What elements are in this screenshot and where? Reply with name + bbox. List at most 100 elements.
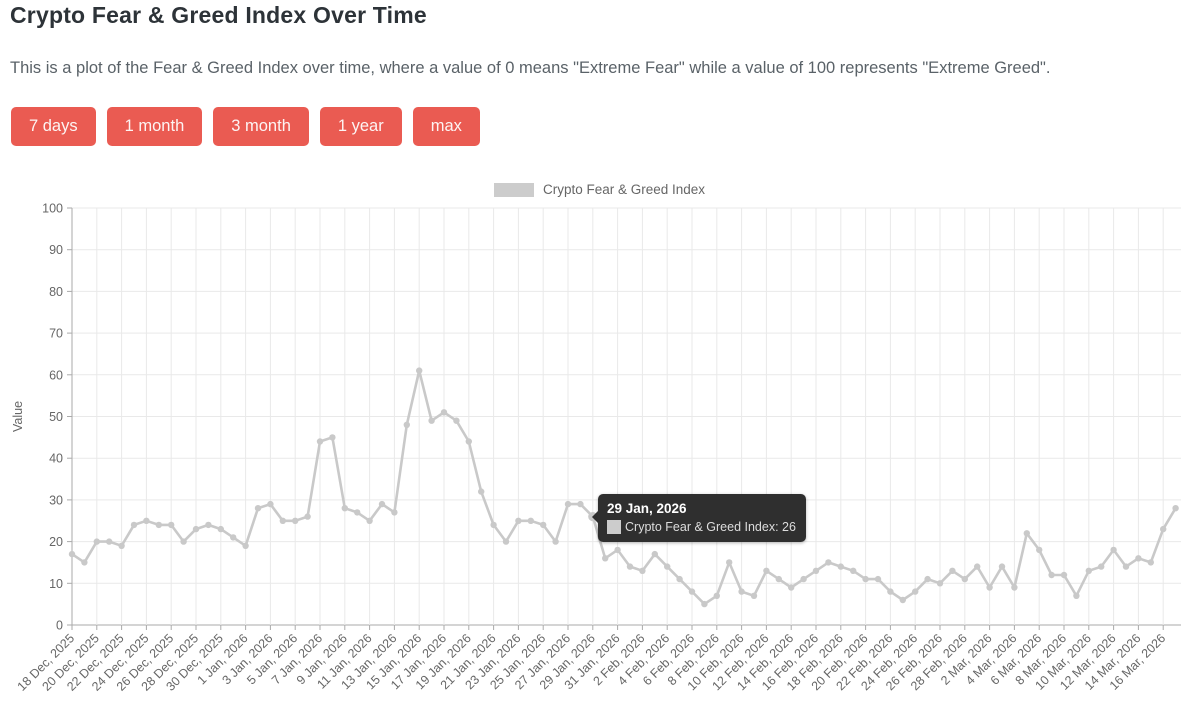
data-point[interactable] (602, 555, 609, 562)
data-point[interactable] (936, 580, 944, 587)
data-point[interactable] (378, 500, 386, 508)
data-point[interactable] (788, 584, 795, 591)
data-point[interactable] (626, 563, 634, 570)
range-button-3-month[interactable]: 3 month (213, 107, 309, 146)
data-point[interactable] (738, 588, 745, 595)
data-point[interactable] (564, 500, 572, 508)
data-point[interactable] (1036, 546, 1043, 554)
data-point[interactable] (775, 575, 782, 583)
range-button-max[interactable]: max (412, 107, 480, 146)
data-point[interactable] (614, 546, 621, 554)
data-point[interactable] (552, 538, 559, 545)
data-point[interactable] (961, 575, 968, 583)
data-point[interactable] (341, 505, 348, 512)
data-point[interactable] (1060, 571, 1068, 579)
data-point[interactable] (850, 567, 857, 574)
data-point[interactable] (664, 563, 671, 570)
data-point[interactable] (217, 525, 224, 533)
data-point[interactable] (726, 559, 733, 566)
data-point[interactable] (292, 517, 299, 524)
data-point[interactable] (403, 421, 410, 428)
data-point[interactable] (688, 588, 696, 595)
data-point[interactable] (279, 517, 286, 524)
data-point[interactable] (304, 513, 311, 520)
data-point[interactable] (168, 521, 175, 529)
data-point[interactable] (478, 488, 485, 495)
range-button-1-month[interactable]: 1 month (106, 107, 203, 146)
data-point[interactable] (1073, 592, 1080, 599)
range-button-1-year[interactable]: 1 year (319, 107, 402, 146)
data-point[interactable] (924, 575, 931, 583)
data-point[interactable] (750, 592, 758, 599)
data-point[interactable] (1135, 555, 1142, 562)
data-point[interactable] (130, 521, 138, 529)
data-point[interactable] (812, 567, 820, 574)
data-point[interactable] (899, 596, 906, 604)
data-point[interactable] (242, 542, 249, 549)
data-point[interactable] (1085, 567, 1093, 574)
data-point[interactable] (1122, 563, 1130, 570)
data-point[interactable] (490, 521, 497, 529)
data-point[interactable] (986, 584, 993, 591)
data-point[interactable] (329, 434, 336, 441)
data-point[interactable] (230, 534, 237, 541)
data-point[interactable] (949, 567, 956, 574)
data-point[interactable] (837, 563, 844, 570)
data-point[interactable] (763, 567, 770, 574)
data-point[interactable] (106, 538, 113, 545)
data-point[interactable] (155, 521, 162, 529)
data-point[interactable] (713, 592, 720, 599)
data-point[interactable] (1023, 530, 1030, 537)
data-point[interactable] (874, 575, 882, 583)
data-point[interactable] (1098, 563, 1105, 570)
data-point[interactable] (267, 500, 274, 508)
data-point[interactable] (676, 575, 683, 583)
data-point[interactable] (577, 500, 584, 508)
data-point[interactable] (68, 550, 76, 558)
data-point[interactable] (862, 575, 869, 583)
data-point[interactable] (701, 600, 708, 608)
data-point[interactable] (316, 438, 324, 445)
legend-label: Crypto Fear & Greed Index (542, 182, 706, 197)
data-point[interactable] (453, 417, 460, 424)
data-point[interactable] (1110, 546, 1117, 554)
y-tick-label: 40 (49, 452, 63, 466)
data-point[interactable] (465, 438, 472, 445)
data-point[interactable] (1160, 525, 1167, 533)
tooltip-date: 29 Jan, 2026 (607, 501, 687, 516)
data-point[interactable] (391, 509, 398, 516)
y-tick-label: 50 (49, 410, 63, 424)
data-point[interactable] (143, 517, 150, 524)
data-point[interactable] (998, 563, 1006, 570)
data-point[interactable] (93, 538, 101, 545)
data-point[interactable] (974, 563, 981, 570)
data-point[interactable] (205, 521, 212, 529)
chart-area[interactable]: 0 10 20 30 40 50 60 70 80 90 100 18 Dec, 2025 20 Dec… (0, 178, 1199, 713)
data-point[interactable] (502, 538, 510, 545)
data-point[interactable] (1048, 571, 1055, 579)
data-point[interactable] (440, 409, 448, 416)
data-point[interactable] (81, 559, 88, 566)
data-point[interactable] (1172, 505, 1179, 512)
data-point[interactable] (180, 538, 187, 545)
data-point[interactable] (639, 567, 646, 574)
data-point[interactable] (1011, 584, 1018, 591)
data-point[interactable] (416, 367, 423, 374)
data-point[interactable] (651, 550, 658, 558)
data-point[interactable] (366, 517, 373, 524)
data-point[interactable] (192, 525, 200, 533)
data-point[interactable] (254, 505, 262, 512)
data-point[interactable] (825, 559, 832, 566)
data-point[interactable] (428, 417, 435, 424)
data-point[interactable] (1147, 559, 1155, 566)
data-point[interactable] (912, 588, 919, 595)
data-point[interactable] (118, 542, 125, 549)
data-point[interactable] (515, 517, 522, 524)
data-point[interactable] (800, 575, 807, 583)
data-point[interactable] (527, 517, 534, 524)
range-button-7-days[interactable]: 7 days (11, 107, 96, 146)
data-point[interactable] (887, 588, 894, 595)
data-point[interactable] (354, 509, 361, 516)
data-point[interactable] (540, 521, 547, 529)
